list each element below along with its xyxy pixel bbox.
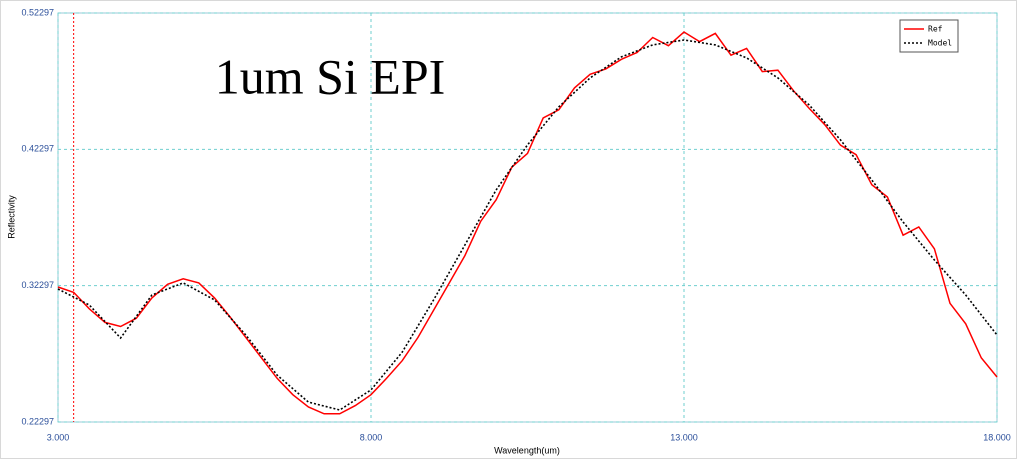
legend-label: Model xyxy=(928,39,952,48)
y-tick-label: 0.42297 xyxy=(21,144,54,154)
y-tick-label: 0.52297 xyxy=(21,7,54,17)
y-axis-label: Reflectivity xyxy=(6,195,16,239)
y-tick-label: 0.22297 xyxy=(21,416,54,426)
x-axis-label: Wavelength(um) xyxy=(494,445,560,455)
y-tick-label: 0.32297 xyxy=(21,280,54,290)
series-line xyxy=(57,31,998,415)
annotation: 1um Si EPI xyxy=(215,48,446,104)
series-line xyxy=(57,39,998,411)
x-tick-label: 13.000 xyxy=(670,432,698,442)
legend-box xyxy=(899,19,959,53)
x-tick-label: 8.000 xyxy=(360,432,383,442)
legend-label: Ref xyxy=(928,25,943,34)
x-tick-label: 3.000 xyxy=(47,432,70,442)
x-tick-label: 18.000 xyxy=(983,432,1011,442)
